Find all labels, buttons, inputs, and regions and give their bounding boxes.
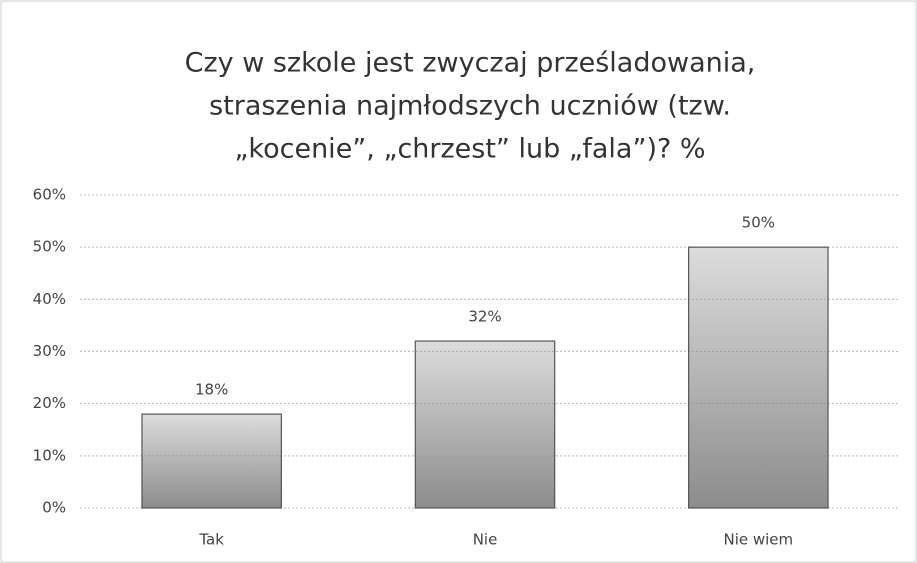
y-tick-label: 30%	[33, 342, 66, 360]
y-tick-label: 20%	[33, 394, 66, 412]
data-label: 32%	[468, 308, 501, 326]
y-tick-label: 40%	[33, 290, 66, 308]
chart-title: straszenia najmłodszych uczniów (tzw.	[209, 91, 731, 122]
bar	[414, 340, 556, 509]
data-label: 50%	[742, 214, 775, 232]
x-tick-label: Nie	[473, 531, 498, 549]
y-tick-label: 0%	[42, 499, 66, 517]
y-tick-label: 10%	[33, 446, 66, 464]
y-tick-label: 50%	[33, 238, 66, 256]
bar	[141, 413, 282, 509]
chart-title: „kocenie”, „chrzest” lub „fala”)? %	[234, 134, 705, 165]
bar	[688, 246, 829, 509]
x-tick-label: Nie wiem	[723, 531, 793, 549]
y-tick-label: 60%	[33, 186, 66, 204]
chart-title: Czy w szkole jest zwyczaj prześladowania…	[185, 48, 756, 79]
data-label: 18%	[195, 381, 228, 399]
x-tick-label: Tak	[198, 531, 224, 549]
